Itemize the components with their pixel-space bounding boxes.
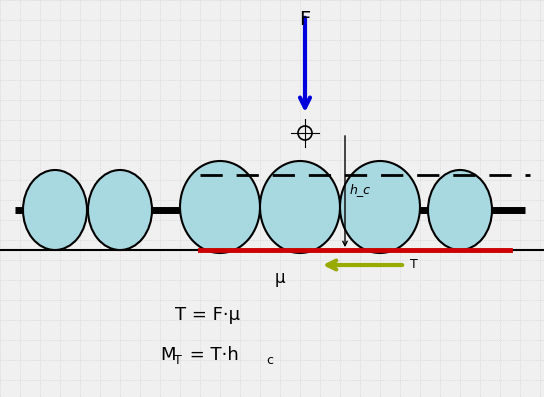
Text: μ: μ bbox=[275, 269, 285, 287]
Ellipse shape bbox=[180, 161, 260, 253]
Ellipse shape bbox=[260, 161, 340, 253]
Text: M: M bbox=[160, 346, 176, 364]
Ellipse shape bbox=[23, 170, 87, 250]
Text: = T·h: = T·h bbox=[184, 346, 239, 364]
Text: h_c: h_c bbox=[350, 183, 371, 197]
Text: F: F bbox=[299, 10, 311, 29]
Text: c: c bbox=[266, 355, 273, 368]
Ellipse shape bbox=[428, 170, 492, 250]
Text: T: T bbox=[174, 355, 182, 368]
Ellipse shape bbox=[88, 170, 152, 250]
Ellipse shape bbox=[340, 161, 420, 253]
Text: T = F·μ: T = F·μ bbox=[175, 306, 240, 324]
Text: T: T bbox=[410, 258, 418, 272]
